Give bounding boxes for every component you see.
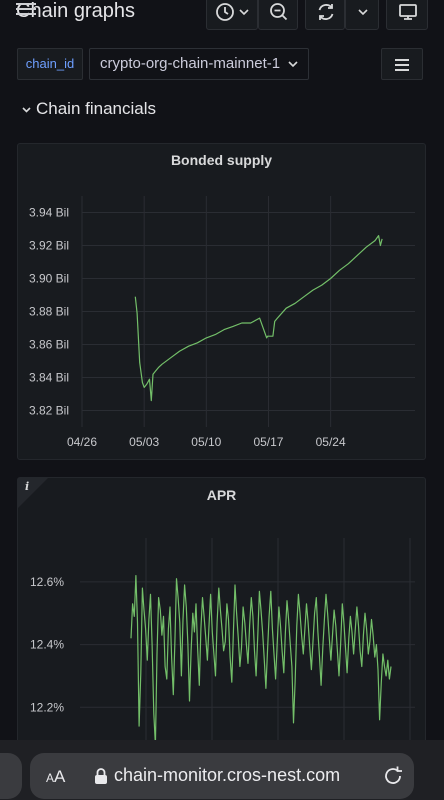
- x-tick-label: 05/17: [253, 435, 283, 449]
- browser-tab-stub[interactable]: [0, 753, 22, 799]
- x-tick-label: 05/10: [191, 435, 221, 449]
- variable-label: chain_id: [17, 48, 83, 80]
- zoom-out-button[interactable]: [258, 0, 298, 30]
- url-text: chain-monitor.cros-nest.com: [114, 765, 341, 785]
- refresh-button[interactable]: [305, 0, 345, 30]
- tv-mode-icon: [399, 4, 417, 20]
- panel-title: APR: [206, 487, 237, 503]
- x-tick-label: 04/26: [67, 435, 97, 449]
- reader-text-size-button[interactable]: AA: [46, 767, 66, 786]
- tv-mode-button[interactable]: [386, 0, 428, 30]
- bonded-supply-chart: 3.82 Bil 3.84 Bil 3.86 Bil 3.88 Bil 3.90 Bil…: [29, 196, 415, 449]
- clock-icon: [216, 3, 234, 21]
- reload-icon[interactable]: [382, 765, 404, 787]
- y-tick-label: 3.88 Bil: [29, 305, 69, 319]
- y-tick-label: 3.94 Bil: [29, 206, 69, 220]
- chevron-down-icon: [358, 9, 368, 16]
- info-icon[interactable]: i: [25, 480, 30, 493]
- y-tick-label: 12.4%: [30, 638, 64, 652]
- x-tick-label: 05/24: [316, 435, 346, 449]
- menu-icon[interactable]: [16, 3, 38, 17]
- zoom-out-icon: [270, 3, 288, 21]
- y-tick-label: 3.92 Bil: [29, 239, 69, 253]
- page-title-text: Chain graphs: [16, 0, 135, 22]
- info-corner[interactable]: [18, 478, 48, 508]
- lock-icon: [95, 768, 107, 784]
- chain-id-select[interactable]: crypto-org-chain-mainnet-1: [89, 48, 309, 80]
- address-bar[interactable]: AA chain-monitor.cros-nest.com: [30, 753, 414, 799]
- row-header-chain-financials[interactable]: Chain financials: [22, 99, 156, 119]
- panel-title: Bonded supply: [170, 152, 273, 168]
- chain-id-value: crypto-org-chain-mainnet-1: [100, 55, 281, 72]
- y-tick-label: 3.82 Bil: [29, 404, 69, 418]
- chevron-down-icon: [22, 106, 31, 113]
- refresh-icon: [318, 4, 334, 20]
- y-tick-label: 3.84 Bil: [29, 371, 69, 385]
- y-tick-label: 3.90 Bil: [29, 272, 69, 286]
- chevron-down-icon: [239, 9, 249, 16]
- y-tick-label: 3.86 Bil: [29, 338, 69, 352]
- row-title: Chain financials: [36, 99, 157, 118]
- apr-chart: 12.2% 12.4% 12.6%: [30, 538, 415, 756]
- series-line-apr: [130, 574, 392, 746]
- x-tick-label: 05/03: [129, 435, 159, 449]
- top-bar: Chain graphs: [0, 0, 444, 30]
- y-tick-label: 12.2%: [30, 700, 64, 714]
- dashboard-menu-button[interactable]: [381, 48, 423, 80]
- time-picker-button[interactable]: [206, 0, 258, 30]
- series-line-bonded-supply: [134, 234, 383, 402]
- y-tick-label: 12.6%: [30, 575, 64, 589]
- refresh-interval-button[interactable]: [345, 0, 379, 30]
- apr-panel[interactable]: i APR 12.2% 12.4% 12.6%: [17, 477, 426, 757]
- page-title: Chain graphs: [16, 0, 135, 23]
- bonded-supply-panel[interactable]: Bonded supply 3.82 Bil 3.84 Bil 3.86 Bil 3.…: [17, 143, 426, 460]
- chevron-down-icon: [288, 61, 298, 68]
